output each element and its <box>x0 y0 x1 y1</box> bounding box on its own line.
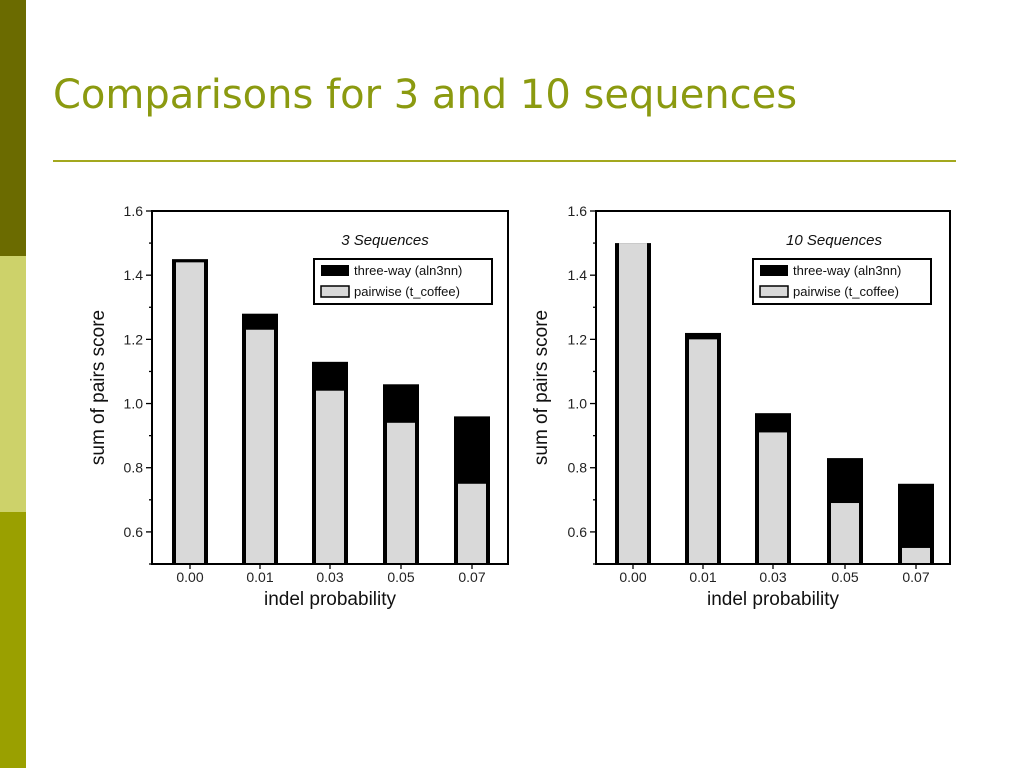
legend-swatch-pairwise <box>759 285 789 298</box>
bar-pairwise-0.05 <box>387 422 415 564</box>
bar-pairwise-0.03 <box>316 390 344 564</box>
x-tick-label: 0.05 <box>387 569 414 585</box>
legend-label-three-way: three-way (aln3nn) <box>354 263 462 278</box>
y-axis-title: sum of pairs score <box>88 310 109 465</box>
y-tick-label: 1.2 <box>568 331 588 347</box>
x-tick-label: 0.07 <box>902 569 929 585</box>
y-tick-label: 1.6 <box>124 203 144 219</box>
y-axis-title: sum of pairs score <box>531 310 552 465</box>
x-tick-label: 0.03 <box>316 569 343 585</box>
legend: three-way (aln3nn) pairwise (t_coffee) <box>313 258 493 305</box>
legend-label-pairwise: pairwise (t_coffee) <box>354 284 460 299</box>
y-tick-label: 1.0 <box>568 396 588 412</box>
y-tick-label: 1.4 <box>568 267 588 283</box>
legend-label-pairwise: pairwise (t_coffee) <box>793 284 899 299</box>
bar-pairwise-0.03 <box>759 432 787 564</box>
legend-swatch-three-way <box>321 265 349 276</box>
x-tick-label: 0.05 <box>831 569 858 585</box>
chart-panel-1: 0.6 0.8 1.0 1.2 1.4 1.6 0.00 0.01 0.03 0.05 0.07 in… <box>88 203 509 610</box>
legend-label-three-way: three-way (aln3nn) <box>793 263 901 278</box>
bar-pairwise-0.01 <box>689 339 717 564</box>
x-axis-title: indel probability <box>707 589 840 610</box>
y-tick-label: 0.6 <box>568 524 588 540</box>
bar-pairwise-0.00 <box>619 243 647 564</box>
legend-swatch-three-way <box>760 265 788 276</box>
x-tick-label: 0.07 <box>458 569 485 585</box>
bar-pairwise-0.07 <box>902 547 930 564</box>
bar-pairwise-0.07 <box>458 483 486 564</box>
side-strip-middle <box>0 256 26 512</box>
slide-title: Comparisons for 3 and 10 sequences <box>53 72 798 118</box>
x-axis-title: indel probability <box>264 589 397 610</box>
chart-title: 10 Sequences <box>786 232 882 249</box>
y-tick-label: 1.6 <box>568 203 588 219</box>
x-tick-label: 0.01 <box>689 569 716 585</box>
chart-title: 3 Sequences <box>341 232 429 249</box>
x-tick-label: 0.00 <box>176 569 203 585</box>
legend-swatch-pairwise <box>320 285 350 298</box>
x-tick-label: 0.00 <box>619 569 646 585</box>
y-tick-label: 0.8 <box>568 460 588 476</box>
side-strip-top <box>0 0 26 256</box>
bar-pairwise-0.01 <box>246 329 274 564</box>
y-tick-label: 0.6 <box>124 524 144 540</box>
y-tick-label: 1.2 <box>124 331 144 347</box>
x-tick-label: 0.03 <box>759 569 786 585</box>
legend: three-way (aln3nn) pairwise (t_coffee) <box>752 258 932 305</box>
bar-pairwise-0.05 <box>831 503 859 564</box>
y-tick-label: 0.8 <box>124 460 144 476</box>
title-underline <box>53 160 956 162</box>
y-tick-label: 1.4 <box>124 267 144 283</box>
side-strip-bottom <box>0 512 26 768</box>
bar-pairwise-0.00 <box>176 262 204 564</box>
y-tick-label: 1.0 <box>124 396 144 412</box>
x-tick-label: 0.01 <box>246 569 273 585</box>
chart-panel-2: 0.6 0.8 1.0 1.2 1.4 1.6 0.00 0.01 0.03 0.05 0.07 in… <box>531 203 951 610</box>
